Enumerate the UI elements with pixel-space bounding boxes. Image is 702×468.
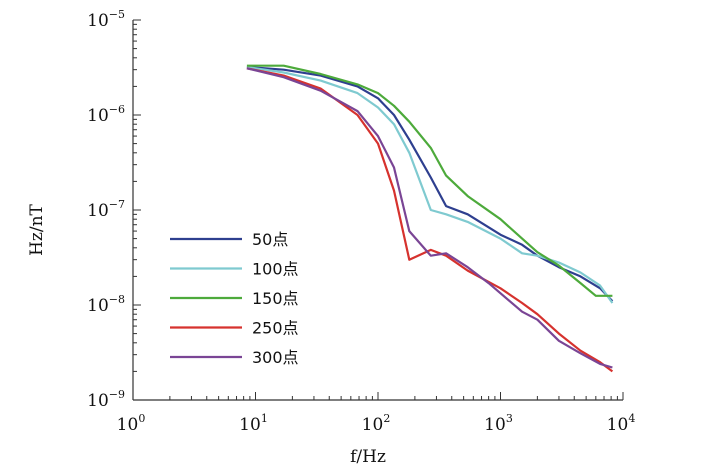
series-line: [246, 64, 613, 297]
y-tick-labels: 10−9 10−8 10−7 10−6 10−5: [87, 8, 125, 411]
y-tick-label: 10−9: [87, 388, 125, 411]
y-axis-title: Hz/nT: [27, 203, 47, 255]
plot-frame: [132, 20, 623, 401]
x-tick-label: 102: [362, 412, 391, 435]
legend-label: 50点: [252, 230, 288, 249]
y-tick-label: 10−6: [87, 103, 125, 126]
x-tick-label: 100: [117, 412, 146, 435]
series-lines: [246, 64, 614, 373]
series-line: [246, 67, 613, 369]
x-tick-label: 103: [484, 412, 513, 435]
y-tick-label: 10−5: [87, 8, 125, 31]
legend: 50点 100点 150点 250点 300点: [170, 230, 299, 367]
y-tick-label: 10−8: [87, 293, 125, 316]
y-tick-label: 10−7: [87, 198, 125, 221]
series-line: [246, 65, 614, 304]
x-tick-label: 101: [239, 412, 268, 435]
x-tick-labels: 100 101 102 103 104: [117, 412, 636, 435]
x-axis-title: f/Hz: [350, 447, 386, 467]
series-line: [246, 67, 614, 373]
x-tick-label: 104: [607, 412, 636, 435]
legend-label: 150点: [252, 289, 299, 308]
legend-label: 100点: [252, 260, 299, 279]
legend-label: 300点: [252, 348, 299, 367]
tick-marks: [132, 19, 624, 401]
legend-label: 250点: [252, 319, 299, 338]
